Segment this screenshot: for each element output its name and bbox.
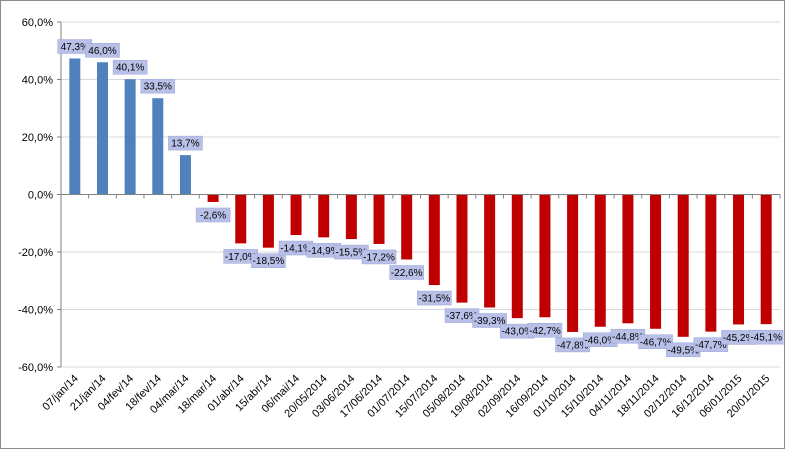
bar [677,194,689,337]
bar [345,194,357,240]
y-tick-label: -60,0% [18,362,53,374]
y-tick-label: 0,0% [28,190,53,202]
data-label-box [389,265,424,280]
bar [124,79,136,195]
y-tick-label: -40,0% [18,305,53,317]
data-label-text: 40,1% [116,63,144,74]
data-label-text: 33,5% [144,82,172,93]
data-label: -44,8% [610,329,646,344]
data-label: -47,7% [693,337,729,352]
data-label-text: -14,9% [308,246,340,257]
data-label: 46,0% [85,43,120,58]
bar [401,194,413,260]
bar [373,194,385,244]
bar [428,194,440,286]
data-label-text: -42,7% [529,326,561,337]
bar [733,194,745,325]
data-label-text: -15,5% [336,248,368,259]
bar [290,194,302,236]
data-label-text: -18,5% [253,256,285,267]
data-label: 47,3% [57,39,93,54]
data-label: -14,1% [278,240,314,256]
data-label-text: -43,0% [501,327,533,338]
data-label-text: -46,0% [584,335,616,346]
axis-layer: 60,0%40,0%20,0%0,0%-20,0%-40,0%-60,0%07/… [18,17,781,420]
bar [96,62,108,195]
y-tick-label: 40,0% [22,75,53,87]
data-label-text: -46,7% [640,337,672,348]
bar [705,194,717,332]
data-label-text: -17,2% [363,252,395,263]
data-label: -2,6% [195,207,231,223]
data-label: 13,7% [168,135,203,151]
data-label: -22,6% [389,265,424,280]
bar [594,194,606,327]
bar [235,194,247,244]
bar [69,58,81,195]
bar [484,194,496,308]
bar [456,194,468,303]
bar [760,194,772,325]
data-label-text: -39,3% [474,316,506,327]
data-label-box [417,290,452,306]
data-label-box [748,329,784,345]
bar [567,194,579,332]
y-tick-label: 60,0% [22,17,53,29]
data-label: -46,0% [583,332,618,347]
data-label: -46,7% [638,334,673,350]
data-label-box [638,334,673,350]
data-label-box [140,78,176,94]
data-label-text: -45,1% [750,333,782,344]
bar [207,194,219,202]
bar [511,194,523,319]
y-tick-label: 20,0% [22,132,53,144]
data-label-text: -45,2% [723,333,755,344]
data-label-text: -31,5% [418,294,450,305]
data-label-box [195,207,231,223]
data-label-text: -17,0% [225,252,257,263]
data-label-text: -47,7% [695,340,727,351]
data-label-text: -14,1% [280,244,312,255]
data-label-text: -37,6% [446,311,478,322]
data-label: -17,2% [361,249,397,265]
bar [179,155,191,195]
data-label-text: -2,6% [200,210,226,221]
data-label-box [251,253,286,268]
bar [622,194,634,324]
data-label-box [85,43,120,58]
data-label-box [168,135,203,151]
bar [318,194,330,238]
data-label-text: -47,8% [557,340,589,351]
bar [152,98,164,195]
data-label-box [361,249,397,265]
data-label-layer: 47,3% 46,0%40,1%33,5% 13,7% -2,6% -17,0%-18,… [57,39,784,358]
data-label: -39,3% [472,313,507,328]
bar [539,194,551,318]
y-tick-label: -20,0% [18,247,53,259]
data-label-text: 13,7% [171,139,199,150]
data-label: -45,1% [748,329,784,345]
data-label-box [527,323,563,338]
data-label-text: -22,6% [391,268,423,279]
data-label-text: 47,3% [61,42,89,53]
data-label-box [472,313,507,328]
data-label-text: -44,8% [612,332,644,343]
data-label: -42,7% [527,323,563,338]
data-label-text: 46,0% [88,46,116,57]
bar [262,194,274,248]
data-label: 33,5% [140,78,176,94]
data-label: 40,1% [112,59,148,75]
bar-layer [69,58,772,337]
data-label: -18,5% [251,253,286,268]
data-label: -31,5% [417,290,452,306]
data-label-text: -49,5% [667,345,699,356]
bar [650,194,662,329]
data-label-box [112,59,148,75]
